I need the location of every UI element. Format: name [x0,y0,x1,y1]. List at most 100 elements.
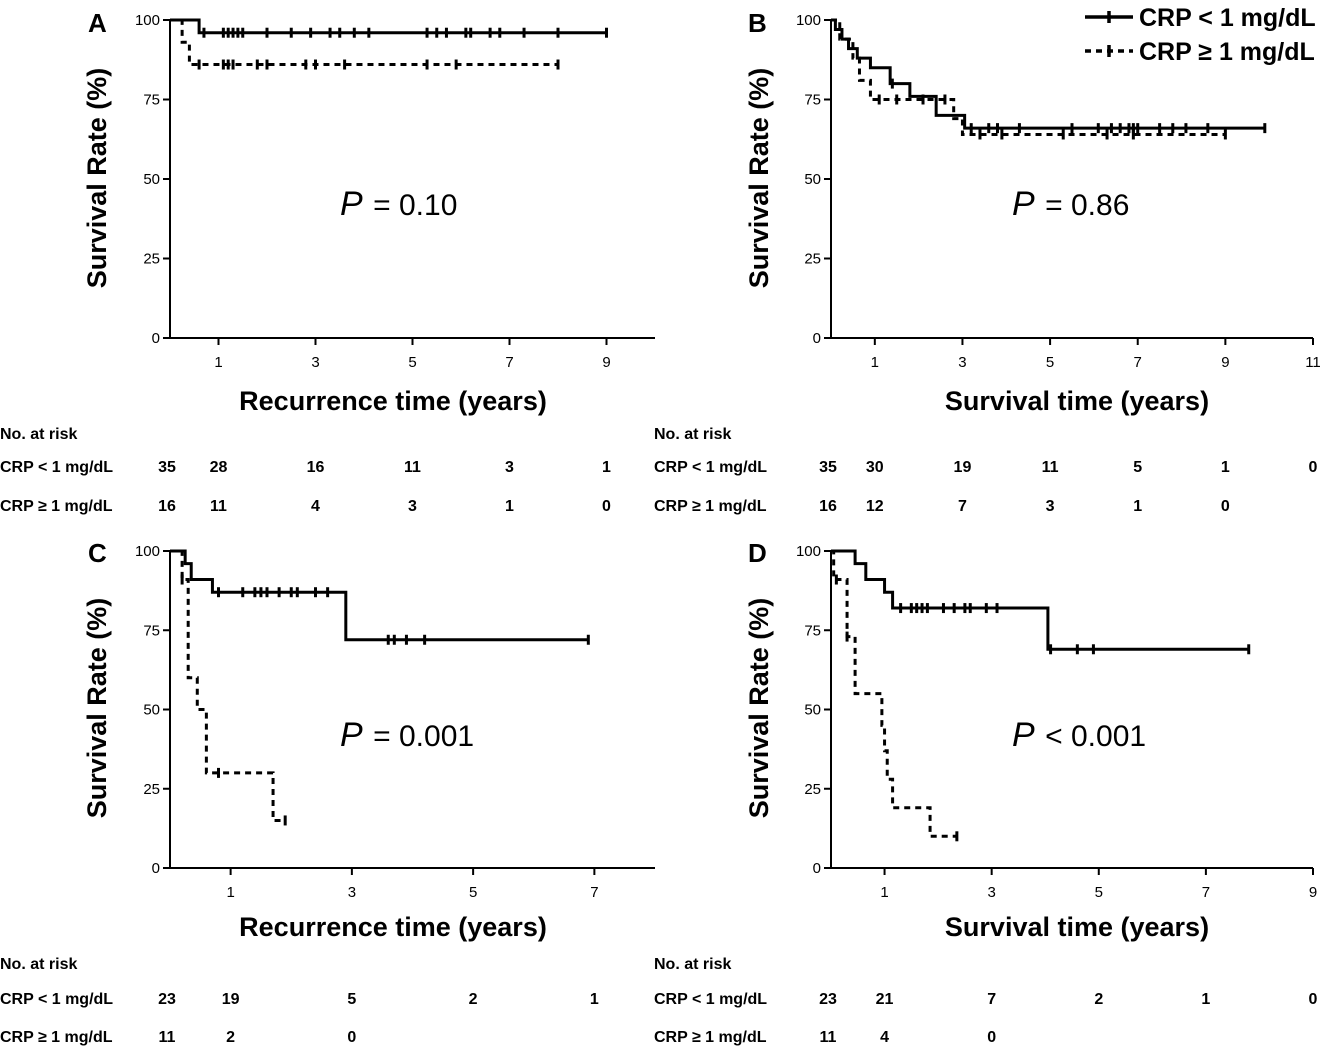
risk-count: 7 [958,498,967,515]
y-tick-label: 50 [143,702,160,719]
p-symbol: P [1012,716,1035,754]
risk-count: 0 [1221,498,1230,515]
risk-count: 19 [954,459,972,476]
risk-count: 28 [210,459,228,476]
x-tick-label: 11 [1305,354,1321,371]
x-tick-label: 3 [958,354,966,371]
risk-count: 35 [819,459,837,476]
risk-count: 5 [1133,459,1142,476]
x-axis-label: Recurrence time (years) [239,386,547,416]
p-value: P = 0.86 [1012,185,1129,223]
p-value: P = 0.10 [340,185,457,223]
y-tick-label: 100 [796,12,821,29]
risk-count: 0 [347,1029,356,1046]
x-tick-label: 9 [1309,884,1317,901]
risk-count: 2 [226,1029,235,1046]
y-tick-label: 50 [143,171,160,188]
risk-counts: 23 19 5 2 111 2 0 [158,991,599,1046]
y-tick-label: 25 [143,251,160,268]
y-tick-label: 0 [152,860,160,877]
risk-counts: 23 21 7 2 1 011 4 0 [819,991,1317,1046]
x-axis-label: Survival time (years) [945,386,1209,416]
p-symbol: P [340,716,363,754]
x-tick-label: 5 [469,884,477,901]
risk-count: 11 [159,1029,176,1046]
panel-letter: D [748,538,767,568]
risk-count: 11 [820,1029,837,1046]
x-tick-label: 5 [1095,884,1103,901]
y-axis-label: Survival Rate (%) [744,68,774,289]
panel-letter: B [748,8,767,38]
risk-row-label: CRP ≥ 1 mg/dL [0,498,113,515]
x-tick-label: 5 [408,354,416,371]
x-axis-label: Recurrence time (years) [239,912,547,942]
legend-entry-dashed: CRP ≥ 1 mg/dL [1085,38,1315,66]
risk-row-label: CRP < 1 mg/dL [654,459,767,476]
x-tick-label: 5 [1046,354,1054,371]
risk-count: 3 [505,459,514,476]
y-tick-label: 25 [804,251,821,268]
legend-entry-solid: CRP < 1 mg/dL [1085,4,1316,32]
y-axis-label: Survival Rate (%) [744,598,774,819]
x-axis-label: Survival time (years) [945,912,1209,942]
curves [170,549,590,826]
risk-count: 16 [307,459,325,476]
km-curve-crp-low [170,549,589,642]
risk-count: 1 [1201,991,1210,1008]
km-curve-crp-high [831,549,957,838]
km-curve-crp-low [831,18,1265,130]
risk-row-label: CRP < 1 mg/dL [0,991,113,1008]
y-tick-label: 75 [804,92,821,109]
p-value-text: = 0.86 [1045,189,1129,222]
legend-label-solid: CRP < 1 mg/dL [1139,4,1316,32]
p-symbol: P [1012,185,1035,223]
x-tick-label: 1 [226,884,234,901]
risk-count: 1 [602,459,611,476]
y-tick-label: 50 [804,702,821,719]
x-tick-label: 3 [311,354,319,371]
km-curve-crp-high [170,18,558,67]
risk-count: 5 [347,991,356,1008]
risk-count: 2 [469,991,478,1008]
risk-count: 0 [987,1029,996,1046]
x-tick-label: 7 [1134,354,1142,371]
x-tick-label: 1 [871,354,879,371]
axes: 0 25 50 75 100 1 3 5 7 9 [796,543,1317,901]
risk-count: 19 [222,991,240,1008]
y-tick-label: 75 [143,622,160,639]
x-tick-label: 7 [505,354,513,371]
p-value: P = 0.001 [340,716,474,754]
risk-count: 0 [1309,991,1318,1008]
y-tick-label: 0 [813,860,821,877]
axes: 0 25 50 75 100 1 3 5 7 [135,543,655,901]
risk-count: 11 [210,498,227,515]
risk-row-label: CRP < 1 mg/dL [654,991,767,1008]
curves [170,18,608,70]
risk-count: 0 [602,498,611,515]
risk-row-label: CRP ≥ 1 mg/dL [0,1029,113,1046]
risk-row-label: CRP ≥ 1 mg/dL [654,498,767,515]
x-tick-label: 1 [880,884,888,901]
curves [831,18,1267,140]
x-tick-label: 9 [1221,354,1229,371]
y-tick-label: 75 [804,622,821,639]
risk-table: No. at risk CRP < 1 mg/dL CRP ≥ 1 mg/dL … [654,426,1318,515]
y-tick-label: 0 [813,330,821,347]
risk-count: 0 [1309,459,1318,476]
x-tick-label: 7 [590,884,598,901]
risk-header: No. at risk [0,956,77,973]
y-tick-label: 100 [796,543,821,560]
y-tick-label: 50 [804,171,821,188]
risk-count: 11 [1042,459,1059,476]
p-value-text: = 0.10 [373,189,457,222]
x-tick-label: 3 [348,884,356,901]
legend: CRP < 1 mg/dL CRP ≥ 1 mg/dL [1085,4,1316,66]
risk-count: 30 [866,459,884,476]
x-tick-label: 3 [987,884,995,901]
p-value-text: < 0.001 [1045,720,1146,753]
